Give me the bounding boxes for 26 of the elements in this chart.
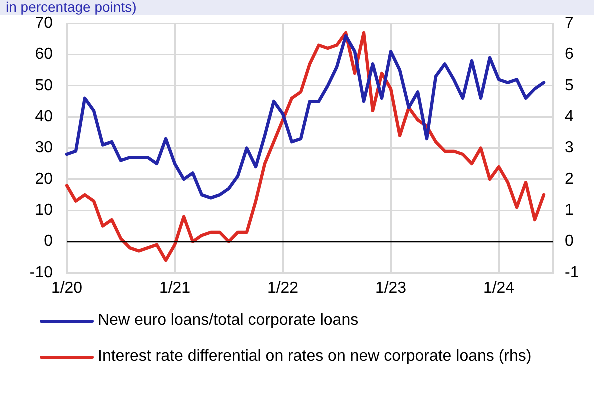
y-tick-label: 20 [35, 170, 54, 188]
x-tick-label: 1/24 [483, 280, 515, 298]
y2-tick-label: -1 [565, 264, 580, 282]
y-tick-label: -10 [30, 264, 54, 282]
legend-label: Interest rate differential on rates on new corporate loans (rhs) [98, 348, 533, 366]
x-tick-label: 1/20 [51, 280, 83, 298]
chart-title: in percentage points) [0, 0, 594, 15]
y2-tick-label: 7 [565, 15, 574, 32]
y-tick-label: 70 [35, 15, 54, 32]
y-tick-label: 30 [35, 140, 54, 157]
y2-tick-label: 2 [565, 170, 574, 188]
y-tick-label: 40 [35, 108, 54, 126]
y-tick-label: 60 [35, 46, 54, 64]
y-tick-label: 10 [35, 202, 54, 220]
y-tick-label: 0 [44, 233, 54, 250]
y-tick-label: 50 [35, 77, 54, 94]
x-tick-label: 1/21 [159, 280, 191, 298]
y2-tick-label: 0 [565, 233, 574, 250]
y2-tick-label: 3 [565, 140, 574, 157]
y2-tick-label: 4 [565, 108, 574, 126]
y2-tick-label: 5 [565, 77, 574, 94]
y2-tick-label: 6 [565, 46, 574, 64]
y2-tick-label: 1 [565, 202, 574, 220]
x-tick-label: 1/22 [267, 280, 299, 298]
legend-label: New euro loans/total corporate loans [98, 312, 360, 330]
x-tick-label: 1/23 [375, 280, 407, 298]
